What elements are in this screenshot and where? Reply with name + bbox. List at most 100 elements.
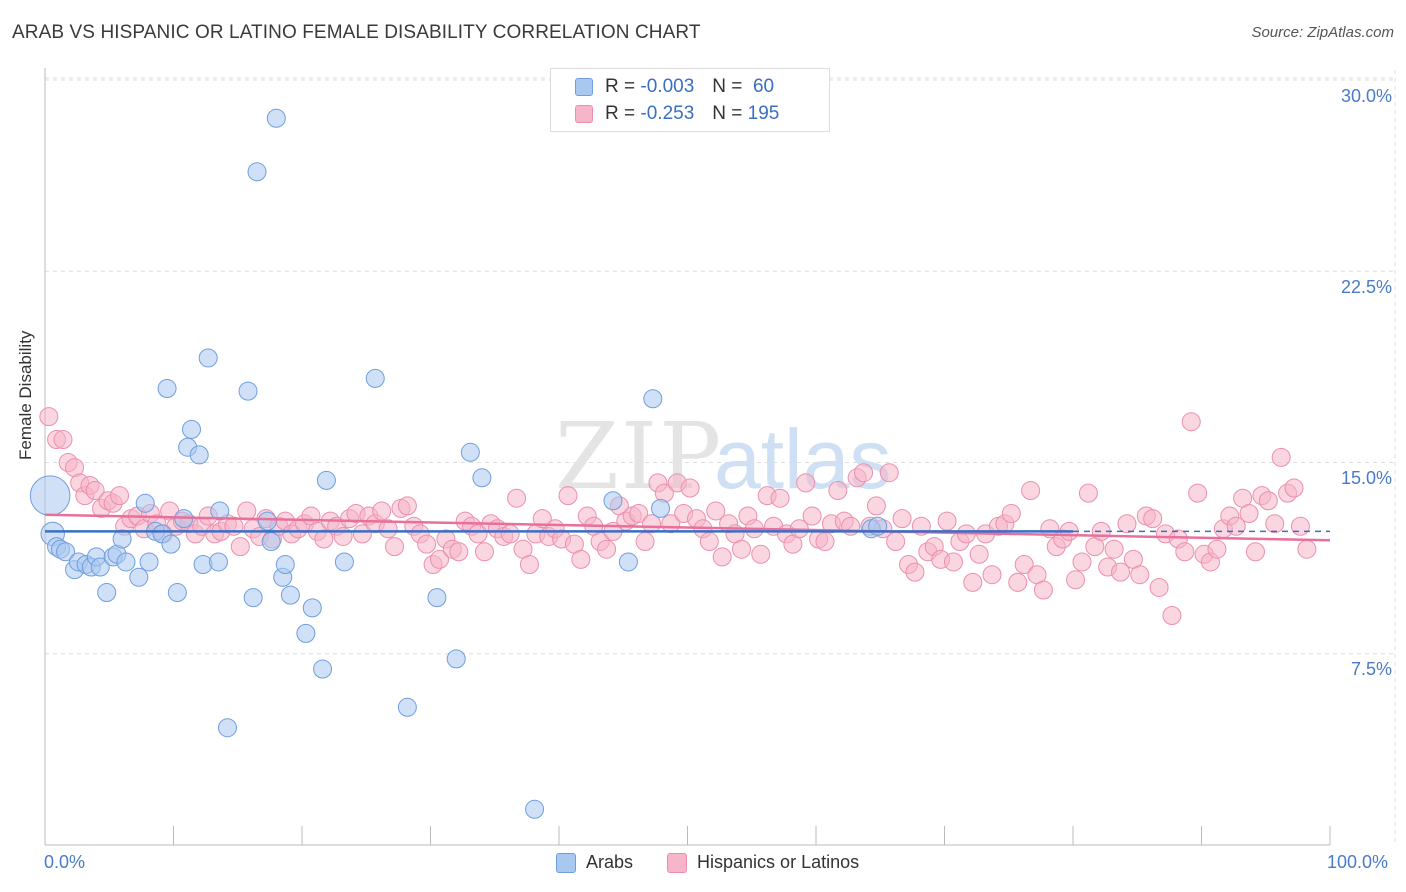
hispanic-point [680,478,700,498]
hispanic-point [532,509,552,529]
hispanic-point [642,514,662,534]
legend-row-hispanics: R = -0.253 N = 195 [575,103,779,125]
hispanic-point [1066,570,1086,590]
hispanic-point [1284,478,1304,498]
arab-point [238,381,258,401]
hispanic-point [571,549,591,569]
correlation-legend: R = -0.003 N = 60 R = -0.253 N = 195 [550,68,830,132]
hispanic-point [385,537,405,557]
arab-point [112,529,132,549]
hispanic-point [519,555,539,574]
hispanic-trend-line [44,513,1331,542]
arab-point [261,532,281,552]
legend-label-arabs: Arabs [586,852,634,872]
arab-point [302,598,322,618]
hispanic-point [796,473,816,493]
arab-point [316,470,336,490]
arab-point [427,588,447,608]
arab-point [129,567,149,587]
y-axis-title: Female Disability [16,330,35,460]
hispanic-point [397,496,417,516]
hispanic-point [854,463,874,483]
hispanic-point [597,539,617,559]
legend-item-arabs[interactable]: Arabs [556,852,633,873]
hispanic-point [1021,481,1041,501]
arab-point [157,379,177,399]
arab-point [296,623,316,643]
arab-point [618,552,638,572]
hispanic-point [1001,504,1021,523]
arab-point [243,588,263,608]
hispanic-point [1117,514,1137,534]
legend-n-value: 60 [752,76,775,97]
arab-point [198,348,218,368]
arab-point [161,534,181,554]
hispanic-point [1111,562,1131,582]
hispanic-point [474,542,494,562]
hispanic-point [429,549,449,569]
hispanic-point [352,524,372,544]
hispanic-swatch-icon [575,105,593,123]
hispanic-point [892,509,912,529]
arab-point [280,585,300,605]
arab-point [208,552,228,572]
hispanic-point [982,565,1002,585]
hispanic-point [1265,514,1285,534]
legend-n-label: N = [712,76,743,97]
legend-r-value: -0.003 [640,76,695,97]
legend-label-hispanics: Hispanics or Latinos [697,852,860,872]
arab-point [365,368,385,388]
hispanic-legend-icon [667,852,688,873]
arab-point [29,475,71,516]
hispanic-point [751,544,771,564]
hispanic-point [1078,483,1098,503]
hispanic-point [500,524,520,544]
hispanic-point [815,532,835,552]
arab-point [167,583,187,603]
legend-item-hispanics[interactable]: Hispanics or Latinos [667,852,859,873]
legend-r-value: -0.253 [640,103,695,124]
arab-point [603,491,623,511]
hispanic-point [1245,542,1265,562]
hispanic-point [706,501,726,521]
arab-point [135,493,155,513]
hispanic-point [468,524,488,544]
arab-point [472,468,492,488]
y-tick-label: 7.5% [1350,659,1392,679]
arab-point [266,108,286,128]
watermark-zip: ZIP [555,403,723,510]
arab-point [189,445,209,465]
x-tick-label-min: 0.0% [44,852,86,872]
hispanic-point [1143,509,1163,529]
hispanic-point [1130,565,1150,585]
hispanic-point [1239,504,1259,523]
axes [44,68,1331,846]
arab-point [397,697,417,717]
legend-n-label: N = [712,103,743,124]
hispanic-point [230,537,250,557]
hispanic-point [110,486,130,506]
series-legend: Arabs Hispanics or Latinos [556,852,893,873]
arab-point [313,659,333,679]
hispanic-point [417,534,437,554]
arab-point [257,511,277,531]
arab-point [275,555,295,574]
hispanic-point [1040,519,1060,539]
chart-title: ARAB VS HISPANIC OR LATINO FEMALE DISABI… [12,22,701,43]
legend-n-value: 195 [747,103,780,124]
arab-point [90,557,110,577]
hispanic-point [1290,516,1310,536]
arab-point [446,649,466,669]
arab-point [247,162,267,182]
hispanic-point [1258,491,1278,511]
legend-r-label: R = [605,76,636,97]
hispanic-point [237,501,257,521]
hispanic-point [449,542,469,562]
arab-point [217,718,237,738]
hispanic-point [1149,577,1169,597]
arab-point [97,583,117,603]
hispanic-point [712,547,732,567]
hispanic-point [963,572,983,592]
arab-point [334,552,354,572]
hispanic-point [372,501,392,521]
